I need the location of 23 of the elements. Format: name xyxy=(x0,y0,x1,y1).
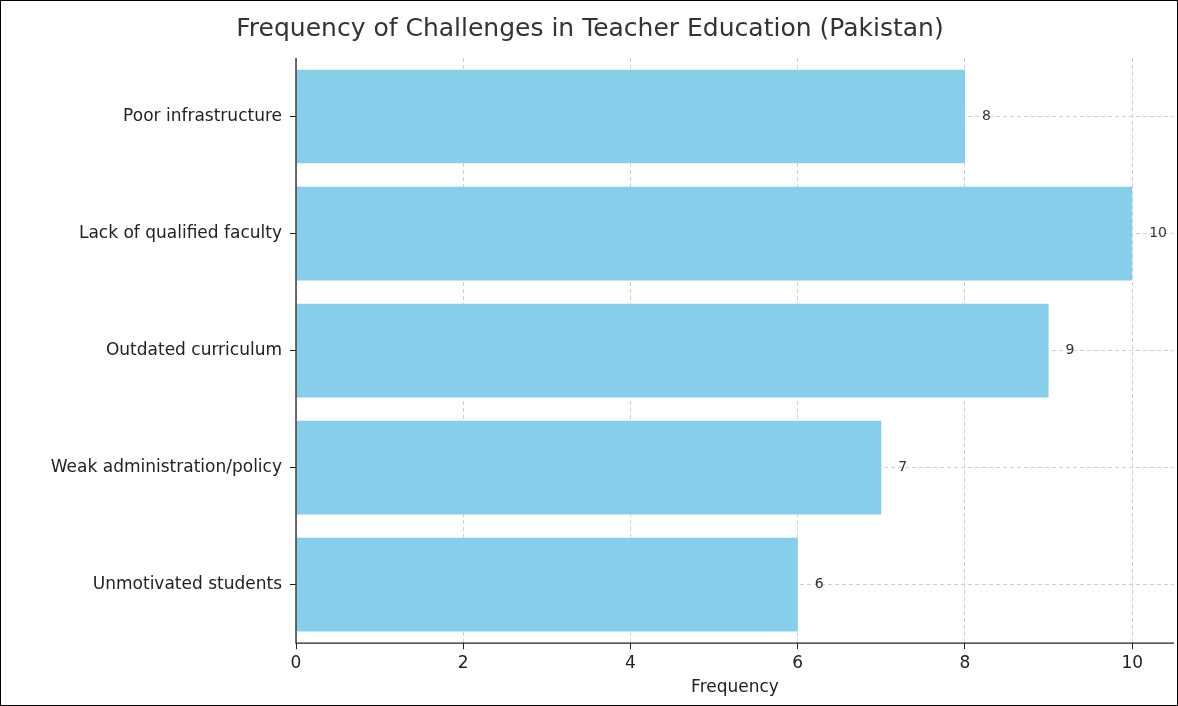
chart-title: Frequency of Challenges in Teacher Education (Pakistan) xyxy=(236,12,944,42)
x-tick-label: 8 xyxy=(959,651,971,672)
data-label: 10 xyxy=(1149,224,1168,241)
bar xyxy=(296,69,965,164)
x-tick-label: 6 xyxy=(792,651,804,672)
x-tick-label: 2 xyxy=(457,651,469,672)
y-tick-label: Lack of qualified faculty xyxy=(78,221,282,242)
x-tick-label: 4 xyxy=(625,651,636,672)
y-tick-label: Unmotivated students xyxy=(92,573,283,594)
x-tick-label: 10 xyxy=(1121,651,1144,672)
data-label: 8 xyxy=(981,107,991,124)
bar xyxy=(296,420,882,515)
x-axis-title: Frequency xyxy=(691,676,779,697)
y-tick-label: Poor infrastructure xyxy=(123,104,282,125)
data-label: 9 xyxy=(1065,341,1075,358)
data-label: 7 xyxy=(898,458,908,475)
bar xyxy=(296,537,798,632)
bar xyxy=(296,186,1133,281)
y-tick-label: Weak administration/policy xyxy=(50,456,282,477)
bar xyxy=(296,303,1049,398)
y-tick-label: Outdated curriculum xyxy=(105,339,282,360)
x-tick-label: 0 xyxy=(290,651,302,672)
data-label: 6 xyxy=(814,575,824,592)
